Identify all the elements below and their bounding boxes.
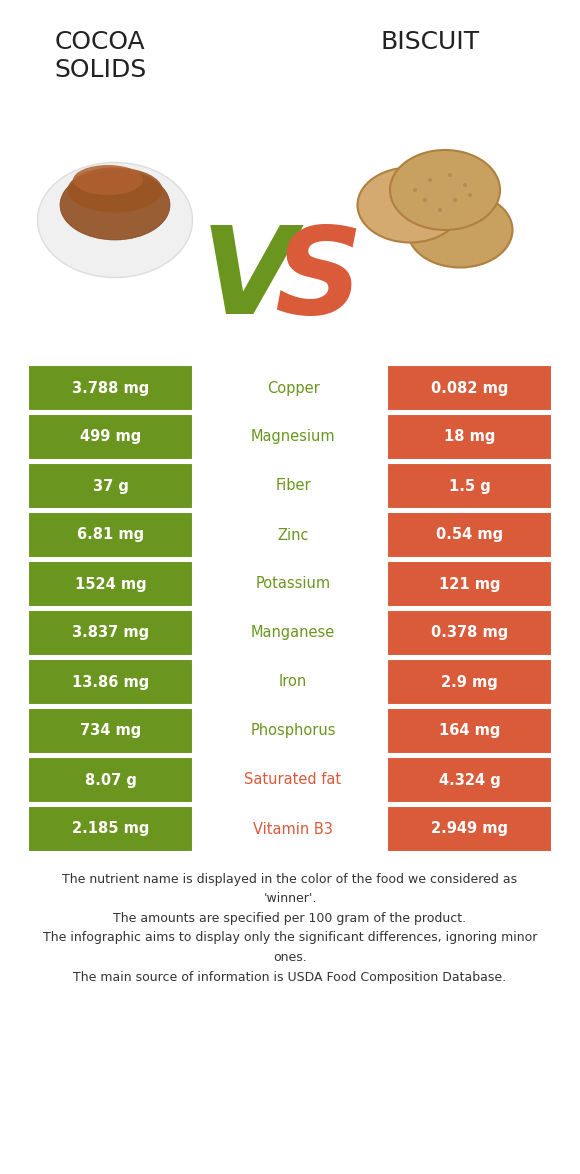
FancyBboxPatch shape bbox=[28, 561, 193, 607]
Text: Potassium: Potassium bbox=[255, 576, 331, 592]
FancyBboxPatch shape bbox=[28, 365, 193, 411]
Text: 121 mg: 121 mg bbox=[438, 576, 500, 592]
Text: 37 g: 37 g bbox=[93, 479, 128, 493]
Ellipse shape bbox=[408, 193, 513, 268]
FancyBboxPatch shape bbox=[387, 757, 552, 803]
Text: Saturated fat: Saturated fat bbox=[244, 772, 342, 788]
Circle shape bbox=[423, 198, 427, 202]
FancyBboxPatch shape bbox=[28, 708, 193, 754]
Text: 3.837 mg: 3.837 mg bbox=[72, 626, 149, 641]
Circle shape bbox=[428, 178, 432, 182]
FancyBboxPatch shape bbox=[387, 610, 552, 656]
FancyBboxPatch shape bbox=[387, 512, 552, 558]
FancyBboxPatch shape bbox=[387, 659, 552, 706]
Text: The nutrient name is displayed in the color of the food we considered as
'winner: The nutrient name is displayed in the co… bbox=[43, 873, 537, 984]
Text: 1524 mg: 1524 mg bbox=[75, 576, 146, 592]
Text: 2.185 mg: 2.185 mg bbox=[72, 822, 149, 837]
Circle shape bbox=[468, 193, 472, 197]
Text: 2.9 mg: 2.9 mg bbox=[441, 675, 498, 689]
Text: 18 mg: 18 mg bbox=[444, 430, 495, 445]
FancyBboxPatch shape bbox=[28, 463, 193, 510]
Text: 0.54 mg: 0.54 mg bbox=[436, 527, 503, 542]
FancyBboxPatch shape bbox=[28, 757, 193, 803]
Text: 6.81 mg: 6.81 mg bbox=[77, 527, 144, 542]
Text: V: V bbox=[201, 222, 295, 338]
Ellipse shape bbox=[390, 150, 500, 230]
Text: 499 mg: 499 mg bbox=[80, 430, 141, 445]
FancyBboxPatch shape bbox=[28, 807, 193, 852]
Circle shape bbox=[463, 183, 467, 187]
FancyBboxPatch shape bbox=[387, 807, 552, 852]
FancyBboxPatch shape bbox=[28, 659, 193, 706]
Text: 8.07 g: 8.07 g bbox=[85, 772, 136, 788]
Text: 2.949 mg: 2.949 mg bbox=[431, 822, 508, 837]
FancyBboxPatch shape bbox=[387, 365, 552, 411]
Ellipse shape bbox=[60, 170, 170, 239]
Text: Zinc: Zinc bbox=[277, 527, 309, 542]
Ellipse shape bbox=[38, 162, 193, 277]
FancyBboxPatch shape bbox=[28, 610, 193, 656]
Text: 13.86 mg: 13.86 mg bbox=[72, 675, 149, 689]
Circle shape bbox=[438, 208, 442, 212]
Text: Fiber: Fiber bbox=[275, 479, 311, 493]
FancyBboxPatch shape bbox=[28, 512, 193, 558]
Text: Magnesium: Magnesium bbox=[251, 430, 335, 445]
Circle shape bbox=[453, 198, 457, 202]
Text: COCOA
SOLIDS: COCOA SOLIDS bbox=[54, 31, 146, 82]
Ellipse shape bbox=[357, 168, 462, 243]
Text: 4.324 g: 4.324 g bbox=[438, 772, 501, 788]
Text: Manganese: Manganese bbox=[251, 626, 335, 641]
Text: 734 mg: 734 mg bbox=[80, 723, 141, 738]
Text: Iron: Iron bbox=[279, 675, 307, 689]
FancyBboxPatch shape bbox=[387, 561, 552, 607]
Text: 0.082 mg: 0.082 mg bbox=[431, 380, 508, 396]
Circle shape bbox=[413, 188, 417, 193]
Text: S: S bbox=[274, 222, 362, 338]
Ellipse shape bbox=[67, 168, 162, 212]
Circle shape bbox=[448, 173, 452, 177]
Text: Copper: Copper bbox=[267, 380, 320, 396]
Text: 1.5 g: 1.5 g bbox=[448, 479, 490, 493]
Text: Phosphorus: Phosphorus bbox=[250, 723, 336, 738]
FancyBboxPatch shape bbox=[387, 463, 552, 510]
FancyBboxPatch shape bbox=[387, 414, 552, 460]
Text: 164 mg: 164 mg bbox=[439, 723, 500, 738]
FancyBboxPatch shape bbox=[28, 414, 193, 460]
Text: 0.378 mg: 0.378 mg bbox=[431, 626, 508, 641]
Ellipse shape bbox=[73, 166, 143, 195]
Text: Vitamin B3: Vitamin B3 bbox=[253, 822, 333, 837]
Text: BISCUIT: BISCUIT bbox=[380, 31, 480, 54]
FancyBboxPatch shape bbox=[387, 708, 552, 754]
Text: 3.788 mg: 3.788 mg bbox=[72, 380, 149, 396]
